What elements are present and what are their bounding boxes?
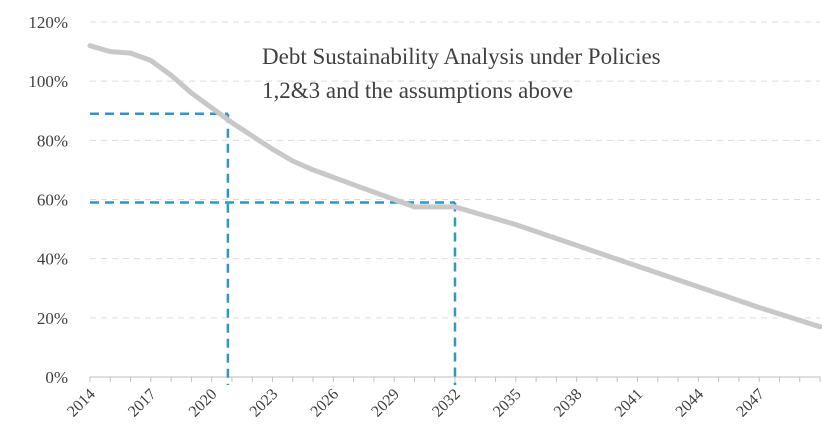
y-tick-label: 120% (28, 13, 68, 32)
x-tick-label: 2023 (247, 386, 282, 421)
debt-ratio-series-line (87, 43, 822, 330)
y-tick-label: 100% (28, 72, 68, 91)
y-tick-label: 0% (45, 368, 68, 387)
x-tick-label: 2044 (673, 386, 708, 421)
x-tick-label: 2041 (612, 386, 647, 421)
x-tick-label: 2017 (125, 386, 160, 421)
chart-title-line-2: 1,2&3 and the assumptions above (262, 78, 574, 103)
x-tick-label: 2035 (490, 386, 525, 421)
x-tick-label: 2020 (186, 386, 221, 421)
y-tick-label: 80% (37, 131, 68, 150)
y-tick-labels: 0% 20% 40% 60% 80% 100% 120% (28, 13, 68, 387)
y-tick-label: 20% (37, 309, 68, 328)
x-tick-label: 2047 (733, 386, 768, 421)
x-tick-labels: 2014 2017 2020 2023 2026 2029 2032 2035 2038 2041… (64, 386, 768, 421)
x-tick-label: 2029 (368, 386, 403, 421)
x-tick-label: 2026 (308, 386, 343, 421)
gridlines (90, 21, 820, 319)
y-tick-label: 40% (37, 250, 68, 269)
reference-lines (90, 112, 457, 385)
chart-title: Debt Sustainability Analysis under Polic… (262, 40, 802, 108)
y-tick-label: 60% (37, 191, 68, 210)
x-tick-marks (89, 377, 821, 382)
x-tick-label: 2038 (551, 386, 586, 421)
chart-title-line-1: Debt Sustainability Analysis under Polic… (262, 44, 661, 69)
x-tick-label: 2014 (64, 386, 99, 421)
x-tick-label: 2032 (429, 386, 464, 421)
